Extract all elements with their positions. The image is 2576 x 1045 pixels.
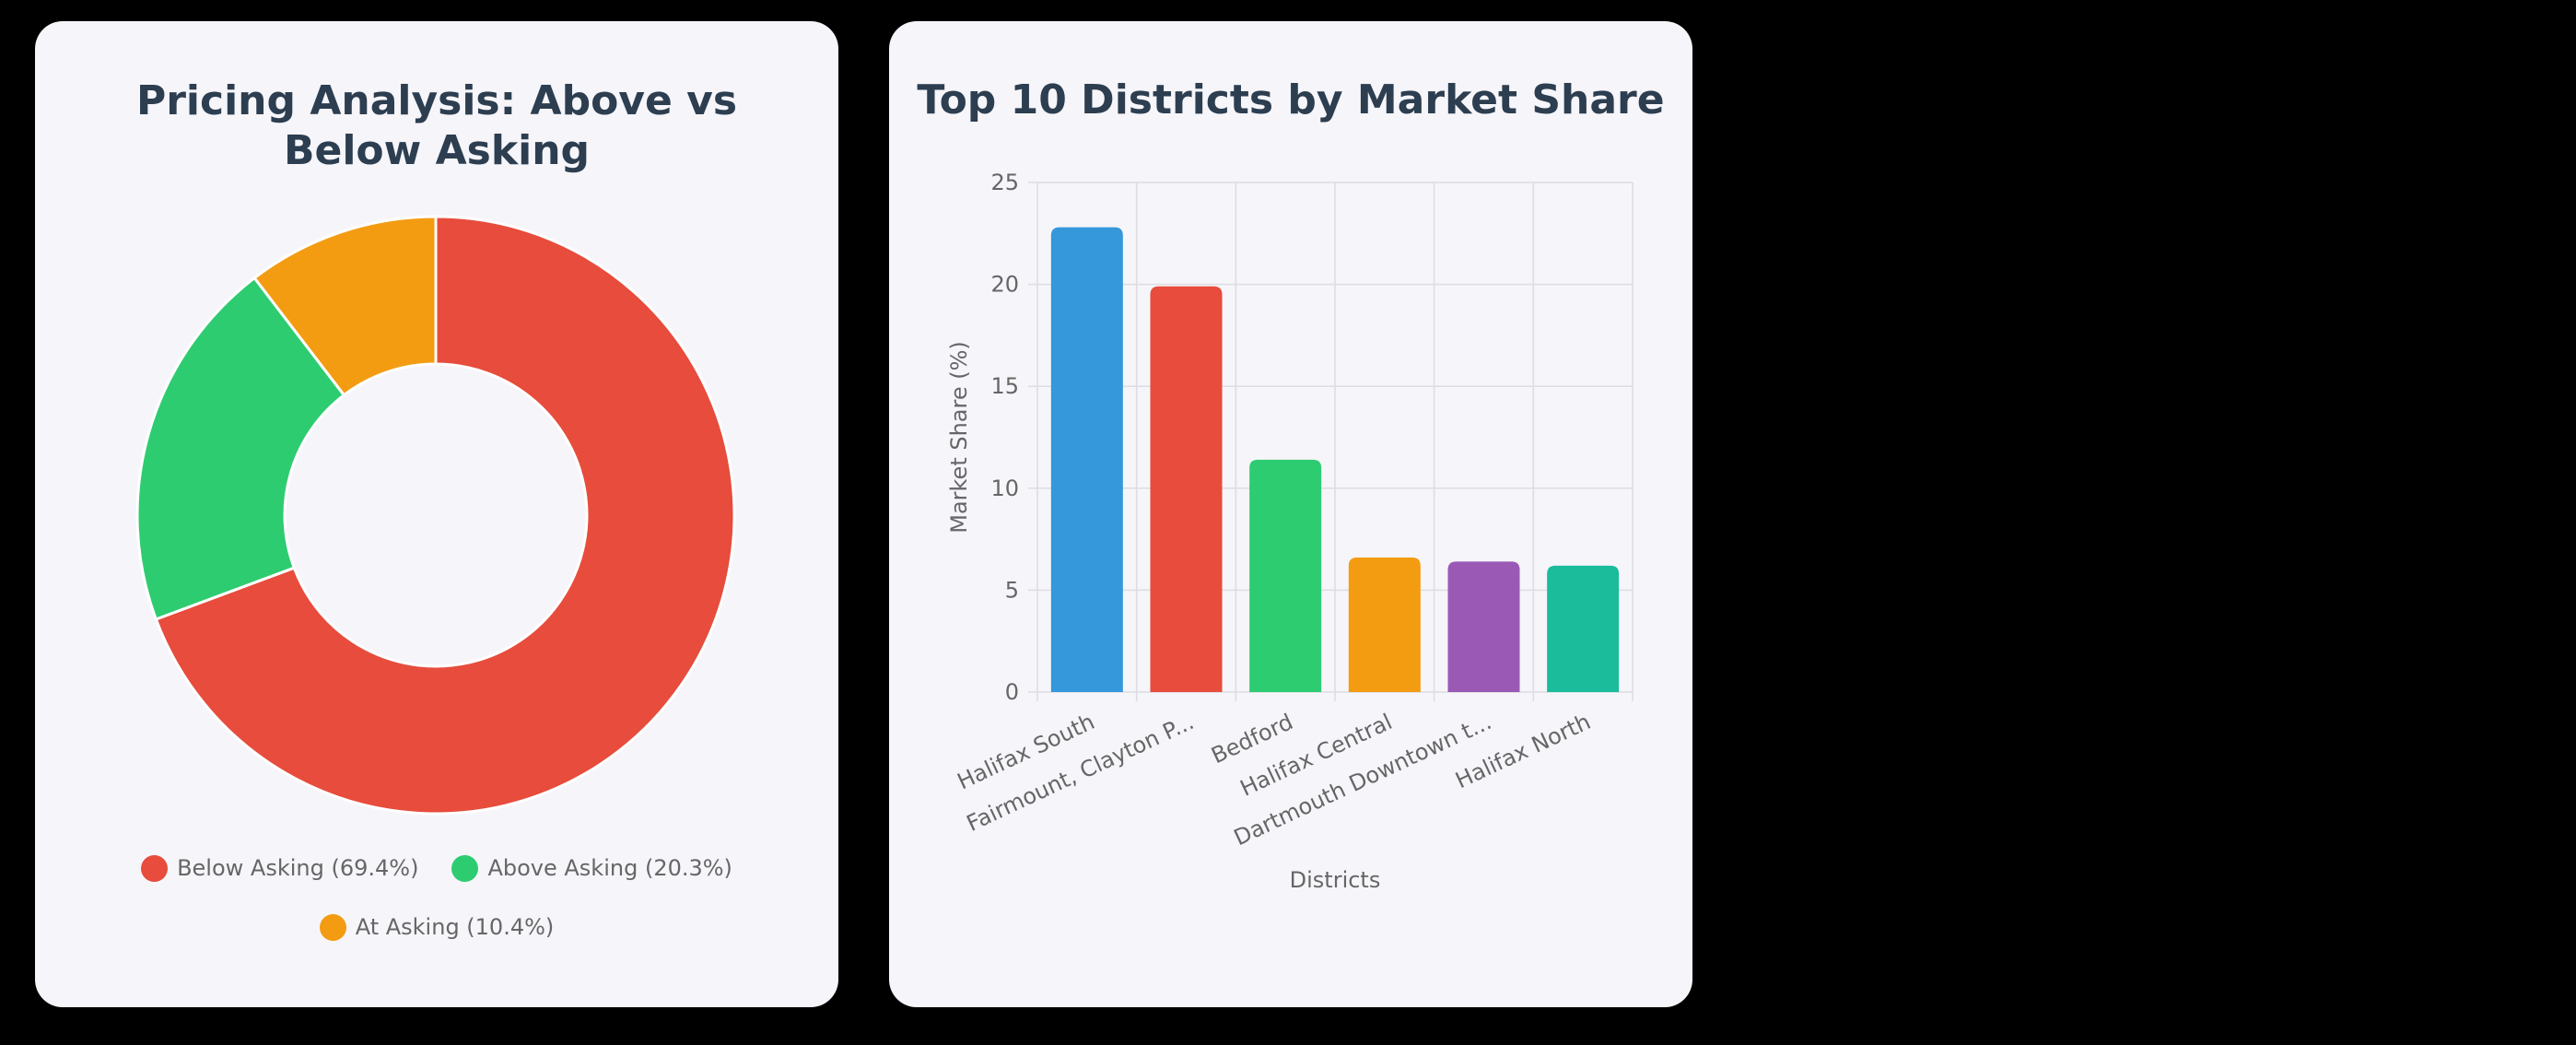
bar[interactable] [1348, 558, 1421, 692]
bar[interactable] [1547, 565, 1620, 692]
y-tick-label: 0 [1005, 679, 1019, 705]
market-share-card: Top 10 Districts by Market Share 0 5 10 15 2… [889, 21, 1692, 1007]
legend-swatch [451, 854, 479, 882]
legend-swatch [141, 854, 169, 882]
y-tick-label: 25 [990, 170, 1019, 195]
y-tick-label: 15 [990, 373, 1019, 399]
pricing-doughnut-chart [135, 215, 736, 816]
legend-swatch [319, 913, 346, 941]
legend-item[interactable]: Below Asking (69.4%) [141, 839, 418, 898]
y-axis-title: Market Share (%) [946, 341, 972, 534]
y-tick-label: 5 [1005, 577, 1019, 603]
pricing-legend: Below Asking (69.4%) Above Asking (20.3%)… [35, 839, 838, 957]
legend-item[interactable]: At Asking (10.4%) [319, 898, 555, 957]
legend-label: At Asking (10.4%) [355, 914, 555, 940]
bar[interactable] [1050, 227, 1123, 692]
legend-label: Above Asking (20.3%) [487, 855, 732, 881]
bar[interactable] [1150, 286, 1223, 692]
bar[interactable] [1447, 561, 1520, 692]
doughnut-slice[interactable] [135, 276, 346, 621]
doughnut-slice[interactable] [154, 215, 736, 816]
legend-item[interactable]: Above Asking (20.3%) [451, 839, 732, 898]
x-axis-title: Districts [1290, 867, 1381, 893]
market-share-chart-title: Top 10 Districts by Market Share [917, 76, 1665, 123]
y-tick-label: 20 [990, 272, 1019, 298]
doughnut-slice[interactable] [252, 215, 438, 397]
bar[interactable] [1249, 459, 1322, 692]
pricing-chart-title: Pricing Analysis: Above vs Below Asking [135, 77, 738, 174]
pricing-analysis-card: Pricing Analysis: Above vs Below Asking … [35, 21, 838, 1007]
legend-label: Below Asking (69.4%) [177, 855, 419, 881]
y-tick-label: 10 [990, 476, 1019, 501]
